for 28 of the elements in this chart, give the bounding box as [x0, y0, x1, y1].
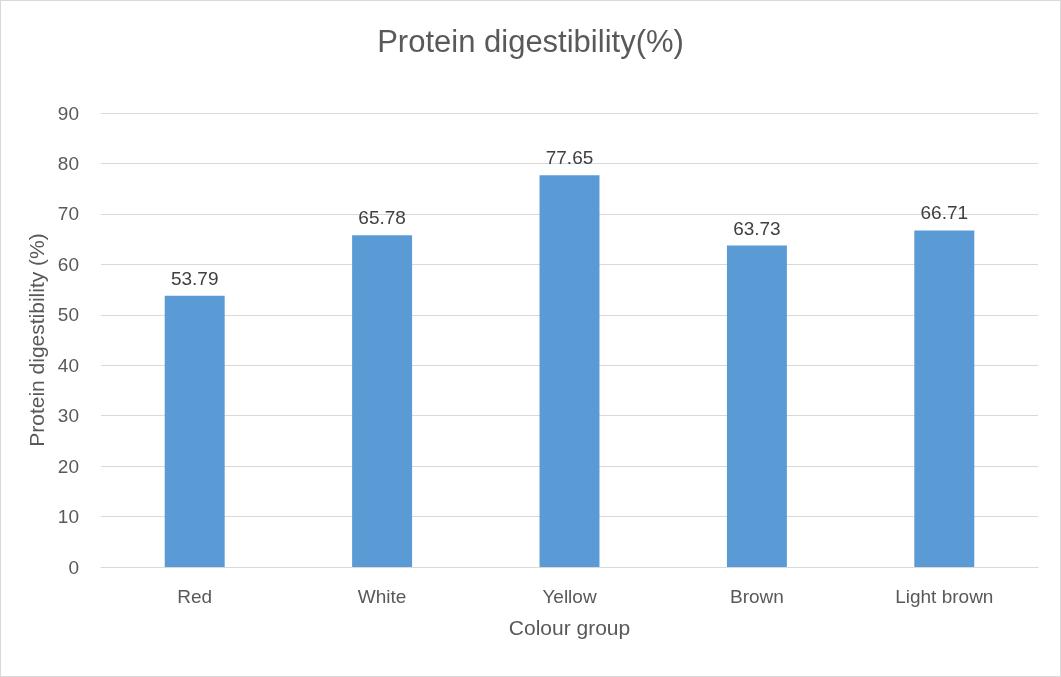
y-tick-label: 50: [57, 304, 79, 326]
y-tick-label: 30: [57, 405, 79, 427]
data-label: 53.79: [170, 267, 219, 289]
y-tick-label: 20: [57, 455, 79, 477]
bar: [914, 230, 975, 567]
y-tick-label: 0: [68, 556, 79, 578]
bar: [352, 235, 413, 567]
bar: [539, 175, 600, 567]
y-tick-label: 90: [57, 102, 79, 124]
y-tick-label: 40: [57, 354, 79, 376]
data-label: 65.78: [358, 207, 406, 229]
x-tick-label: Light brown: [895, 586, 994, 607]
x-tick-label: Red: [177, 586, 213, 607]
data-label: 63.73: [733, 217, 781, 239]
data-label: 77.65: [545, 147, 594, 169]
y-tick-label: 60: [57, 253, 79, 275]
chart-title: Protein digestibility(%): [377, 24, 684, 59]
x-tick-label: Yellow: [542, 586, 597, 607]
y-tick-label: 80: [57, 152, 79, 174]
y-tick-label: 70: [57, 203, 79, 225]
bar: [726, 245, 787, 567]
y-axis-title: Protein digestibility (%): [24, 233, 48, 447]
x-tick-label: Brown: [729, 586, 784, 607]
x-axis-title: Colour group: [508, 616, 631, 639]
x-tick-label: White: [357, 586, 407, 607]
bar: [164, 295, 225, 567]
y-tick-label: 10: [57, 506, 79, 528]
data-label: 66.71: [920, 202, 969, 224]
